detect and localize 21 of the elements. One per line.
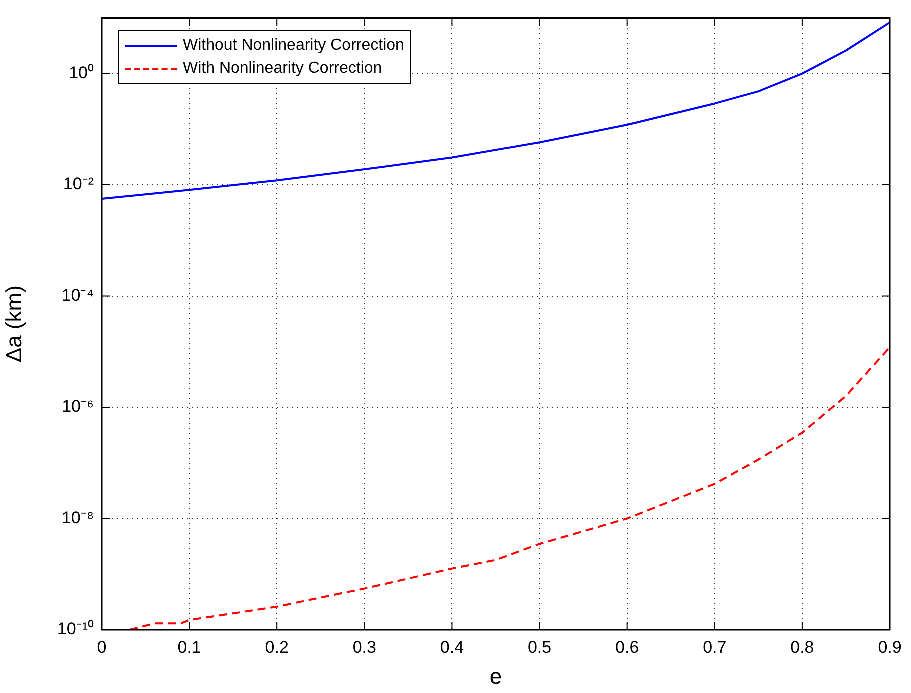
line-series bbox=[129, 346, 890, 630]
y-tick-label: 10⁻⁴ bbox=[62, 286, 94, 305]
x-tick-label: 0.5 bbox=[528, 638, 552, 657]
y-tick-label: 10⁻⁶ bbox=[62, 397, 94, 416]
y-tick-label: 10⁻¹⁰ bbox=[57, 620, 94, 639]
legend-label: Without Nonlinearity Correction bbox=[183, 36, 404, 56]
x-tick-label: 0 bbox=[97, 638, 107, 657]
x-tick-label: 0.6 bbox=[616, 638, 640, 657]
x-tick-label: 0.3 bbox=[352, 638, 376, 657]
x-axis-title: e bbox=[490, 664, 502, 689]
y-tick-label: 10⁻² bbox=[63, 174, 94, 194]
y-axis-title: Δa (km) bbox=[1, 286, 26, 363]
legend-label: With Nonlinearity Correction bbox=[183, 59, 382, 80]
x-tick-label: 0.8 bbox=[790, 638, 814, 657]
x-tick-label: 0.4 bbox=[440, 638, 464, 657]
x-tick-label: 0.9 bbox=[878, 638, 902, 657]
y-tick-label: 10⁻⁸ bbox=[62, 508, 94, 528]
y-tick-label: 10⁰ bbox=[69, 64, 94, 83]
x-tick-label: 0.2 bbox=[265, 638, 289, 657]
x-tick-label: 0.7 bbox=[703, 638, 727, 657]
x-tick-label: 0.1 bbox=[178, 638, 202, 657]
